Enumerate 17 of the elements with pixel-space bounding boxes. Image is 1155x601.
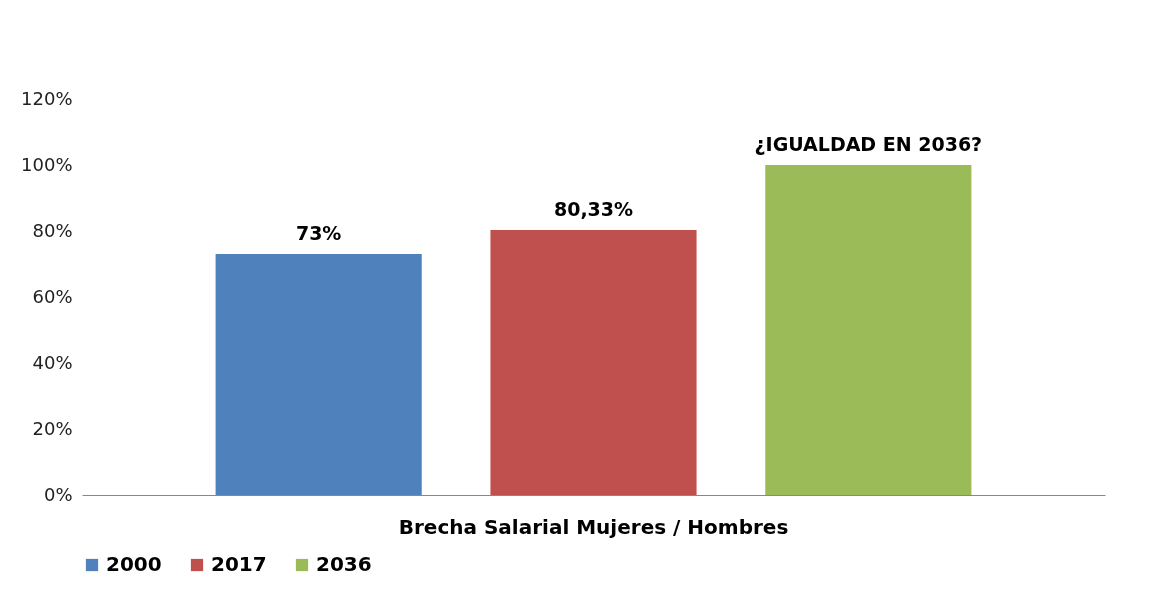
data-label: ¿IGUALDAD EN 2036? xyxy=(754,133,983,155)
bar xyxy=(765,165,972,495)
x-tick-label: Brecha Salarial Mujeres / Hombres xyxy=(398,514,789,539)
legend-label: 2000 xyxy=(106,552,162,576)
data-label: 80,33% xyxy=(553,197,634,220)
data-label: 73% xyxy=(295,222,342,245)
y-tick-label: 0% xyxy=(43,483,73,505)
legend-label: 2036 xyxy=(316,552,372,576)
y-tick-label: 40% xyxy=(32,351,73,373)
bar xyxy=(490,229,697,495)
y-tick-label: 20% xyxy=(32,417,73,439)
y-tick-label: 120% xyxy=(21,87,73,109)
bar xyxy=(215,254,422,495)
y-tick-label: 80% xyxy=(32,219,73,241)
legend-label: 2017 xyxy=(211,552,267,576)
y-tick-label: 100% xyxy=(21,153,73,175)
y-tick-label: 60% xyxy=(32,285,73,307)
